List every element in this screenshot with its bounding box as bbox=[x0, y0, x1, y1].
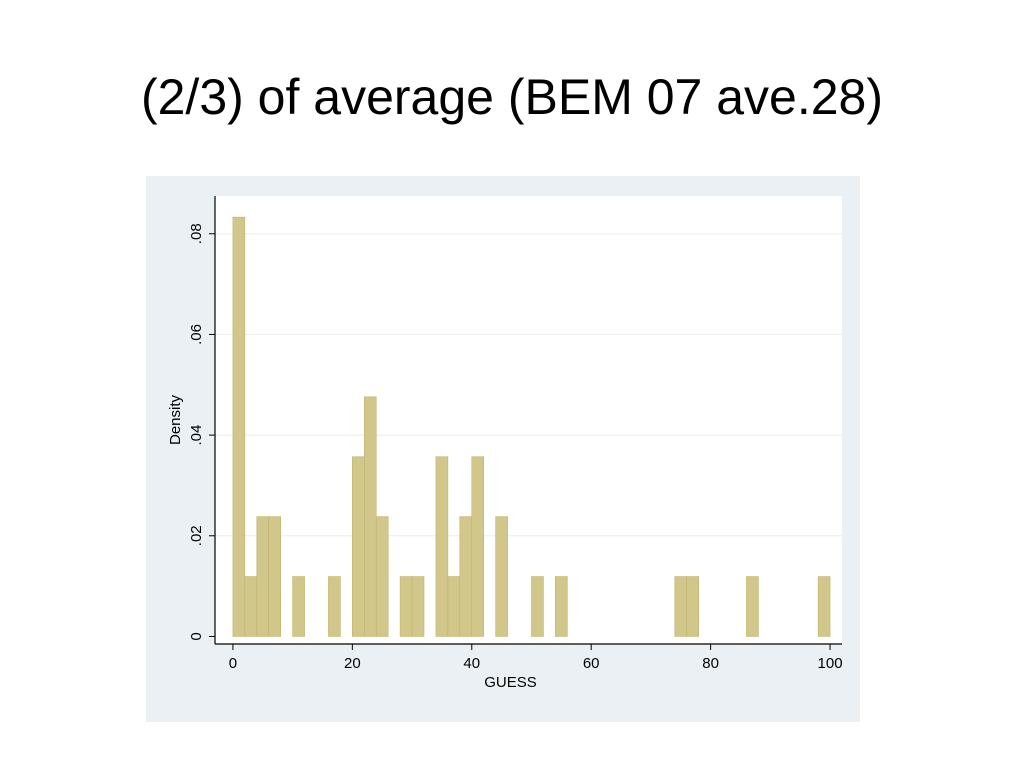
histogram-bar bbox=[292, 576, 305, 637]
x-tick-label: 0 bbox=[229, 655, 237, 672]
histogram-bar bbox=[328, 576, 341, 637]
histogram-bar bbox=[674, 576, 688, 637]
x-tick-label: 20 bbox=[344, 655, 361, 672]
y-tick-label: .04 bbox=[188, 425, 205, 446]
plot-area bbox=[215, 196, 842, 644]
y-tick-label: .06 bbox=[188, 324, 205, 345]
histogram-bar bbox=[531, 576, 544, 637]
x-axis-ticks: 0 20 40 60 80 100 bbox=[229, 644, 843, 672]
y-axis-ticks: 0 .02 .04 .06 .08 bbox=[188, 223, 215, 641]
y-tick-label: .02 bbox=[188, 525, 205, 546]
histogram-bar bbox=[746, 576, 759, 637]
y-axis-title: Density bbox=[167, 394, 184, 445]
histogram-bar bbox=[268, 516, 281, 637]
y-tick-label: 0 bbox=[188, 632, 205, 640]
histogram-bar bbox=[459, 516, 473, 637]
histogram-bar bbox=[375, 516, 389, 637]
histogram-bar bbox=[256, 516, 270, 637]
histogram-bar bbox=[471, 456, 485, 637]
histogram-chart: 0 20 40 60 80 100 0 .02 .04 .06 .08 GUESS Density bbox=[146, 176, 860, 722]
histogram-bar bbox=[411, 576, 425, 637]
axes bbox=[214, 196, 842, 645]
gridlines bbox=[215, 233, 842, 537]
histogram-bar bbox=[686, 576, 699, 637]
histogram-bar bbox=[555, 576, 568, 637]
x-tick-label: 60 bbox=[583, 655, 600, 672]
histogram-bar bbox=[352, 456, 365, 637]
histogram-bar bbox=[363, 396, 377, 637]
histogram-bar bbox=[817, 576, 831, 637]
x-tick-label: 100 bbox=[818, 655, 843, 672]
histogram-bar bbox=[495, 516, 508, 637]
histogram-bar bbox=[244, 576, 258, 637]
histogram-bar bbox=[232, 216, 246, 637]
histogram-bar bbox=[399, 576, 413, 637]
slide-title: (2/3) of average (BEM 07 ave.28) bbox=[140, 69, 884, 125]
histogram-bar bbox=[435, 456, 449, 637]
histogram-bar bbox=[447, 576, 461, 637]
y-tick-label: .08 bbox=[188, 223, 205, 244]
x-tick-label: 40 bbox=[463, 655, 480, 672]
histogram-bars bbox=[232, 216, 831, 637]
x-axis-title: GUESS bbox=[484, 674, 537, 691]
x-tick-label: 80 bbox=[702, 655, 719, 672]
chart-svg: 0 20 40 60 80 100 0 .02 .04 .06 .08 GUESS Density bbox=[146, 176, 860, 722]
